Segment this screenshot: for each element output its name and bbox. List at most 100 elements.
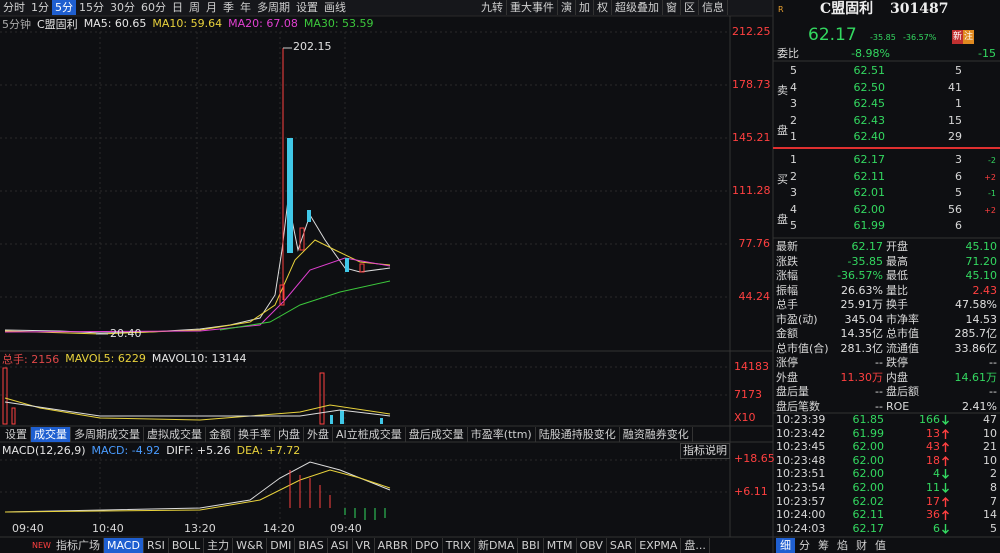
period-tab[interactable]: 设置	[296, 1, 318, 14]
tool-tab[interactable]: 超级叠加	[612, 0, 663, 15]
book-volume: 41	[948, 80, 962, 94]
time-axis-label: 13:20	[184, 522, 216, 535]
trade-count: 47	[983, 413, 997, 426]
book-price: 62.43	[853, 113, 886, 127]
indicator-tab[interactable]: ARBR	[375, 538, 413, 553]
stat-value: 45.10	[965, 269, 998, 282]
macd-value: MACD: -4.92	[91, 444, 161, 457]
period-tab[interactable]: 年	[240, 1, 251, 14]
period-tab[interactable]: 周	[189, 1, 200, 14]
indicator-tab[interactable]: AI立桩成交量	[333, 427, 406, 442]
indicator-tab[interactable]: 多周期成交量	[71, 427, 144, 442]
indicator-tab[interactable]: 主力	[204, 538, 234, 553]
direction-arrow	[942, 415, 949, 425]
indicator-tab[interactable]: RSI	[144, 538, 169, 553]
tool-tab[interactable]: 区	[681, 0, 699, 15]
trade-time: 10:23:54	[776, 481, 826, 494]
period-tab[interactable]: 分时	[3, 1, 25, 14]
tool-tab[interactable]: 演	[558, 0, 576, 15]
trade-count: 21	[983, 440, 997, 454]
stat-value: --	[989, 356, 997, 369]
tool-tab[interactable]: 权	[594, 0, 612, 15]
indicator-tab[interactable]: 指标广场	[53, 538, 104, 553]
indicator-tab[interactable]: VR	[353, 538, 375, 553]
stat-value: 281.3亿	[840, 341, 884, 355]
indicator-tab[interactable]: W&R	[233, 538, 268, 553]
side-tab[interactable]: 焰	[837, 539, 848, 552]
indicator-tab[interactable]: DMI	[267, 538, 296, 553]
tool-tab[interactable]: 窗	[663, 0, 681, 15]
indicator-tab[interactable]: SAR	[607, 538, 637, 553]
period-tab[interactable]: 多周期	[257, 1, 290, 14]
indicator-tab[interactable]: 成交量	[31, 427, 71, 442]
trade-price: 61.99	[852, 426, 885, 440]
book-price: 62.50	[853, 80, 886, 94]
period-tab[interactable]: 日	[172, 1, 183, 14]
book-side-label: 盘	[777, 213, 788, 226]
indicator-tab[interactable]: 内盘	[275, 427, 304, 442]
indicator-tab[interactable]: 虚拟成交量	[144, 427, 206, 442]
period-tab[interactable]: 30分	[110, 1, 135, 14]
indicator-tab[interactable]: BOLL	[169, 538, 205, 553]
indicator-tab[interactable]: 融资融券变化	[620, 427, 693, 442]
book-level: 3	[790, 97, 797, 111]
trade-time: 10:24:00	[776, 508, 826, 522]
period-tab[interactable]: 画线	[324, 1, 346, 14]
stat-value: 2.41%	[962, 399, 997, 413]
period-tab[interactable]: 1分	[31, 1, 49, 14]
book-level: 4	[790, 202, 797, 216]
period-tab[interactable]: 60分	[141, 1, 166, 14]
indicator-tab[interactable]: ASI	[328, 538, 353, 553]
price-pct: -36.57%	[903, 33, 937, 42]
peak-label: 202.15	[293, 40, 332, 53]
book-level: 3	[790, 186, 797, 200]
period-tab[interactable]: 月	[206, 1, 217, 14]
stat-value: 47.58%	[955, 298, 997, 311]
indicator-tab[interactable]: EXPMA	[636, 538, 682, 553]
direction-arrow	[942, 442, 949, 453]
indicator-tab[interactable]: 盘后成交量	[406, 427, 468, 442]
stat-value: --	[875, 399, 883, 413]
trade-count: 10	[983, 453, 997, 467]
side-tab[interactable]: 分	[799, 539, 810, 552]
indicator-tab[interactable]: 设置	[2, 427, 31, 442]
side-tab[interactable]: 财	[856, 539, 867, 552]
tool-tab[interactable]: 九转	[478, 0, 507, 15]
side-tab[interactable]: 筹	[818, 539, 829, 552]
indicator-tab[interactable]: BIAS	[295, 538, 328, 553]
indicator-tab[interactable]: MTM	[544, 538, 577, 553]
tool-tab[interactable]: 重大事件	[507, 0, 558, 15]
period-tab[interactable]: 季	[223, 1, 234, 14]
help-button[interactable]: 指标说明	[680, 443, 730, 459]
period-tab[interactable]: 15分	[79, 1, 104, 14]
indicator-tab[interactable]: DPO	[412, 538, 443, 553]
indicator-tab[interactable]: MACD	[103, 538, 144, 553]
indicator-tab[interactable]: 盘...	[681, 538, 710, 553]
indicator-tab[interactable]: OBV	[577, 538, 607, 553]
side-tab[interactable]: 值	[875, 539, 886, 552]
indicator-tab[interactable]: 市盈率(ttm)	[468, 427, 536, 442]
book-side-label: 卖	[777, 84, 788, 97]
new-badge: NEW	[32, 541, 51, 550]
period-tab[interactable]: 5分	[52, 0, 76, 15]
ma-value: MA30: 53.59	[303, 17, 374, 30]
book-change: +2	[984, 172, 996, 182]
indicator-tab[interactable]: 换手率	[235, 427, 275, 442]
indicator-tab[interactable]: TRIX	[443, 538, 475, 553]
indicator-tab[interactable]: 外盘	[304, 427, 333, 442]
indicator-tab[interactable]: 新DMA	[475, 538, 519, 553]
side-tab[interactable]: 细	[776, 538, 795, 553]
stat-label: 开盘	[886, 240, 908, 253]
direction-arrow	[942, 469, 949, 480]
book-change: -2	[988, 156, 996, 165]
tool-tab[interactable]: 信息	[699, 0, 728, 15]
side-tabs: 细分筹焰财值	[776, 538, 890, 553]
book-level: 2	[790, 169, 797, 183]
ma-value: MA20: 67.08	[228, 17, 298, 30]
stat-value: -36.57%	[837, 269, 883, 282]
indicator-tab[interactable]: 陆股通持股变化	[536, 427, 620, 442]
indicator-tab[interactable]: BBI	[518, 538, 544, 553]
indicator-tab[interactable]: 金额	[206, 427, 235, 442]
tool-tab[interactable]: 加	[576, 0, 594, 15]
